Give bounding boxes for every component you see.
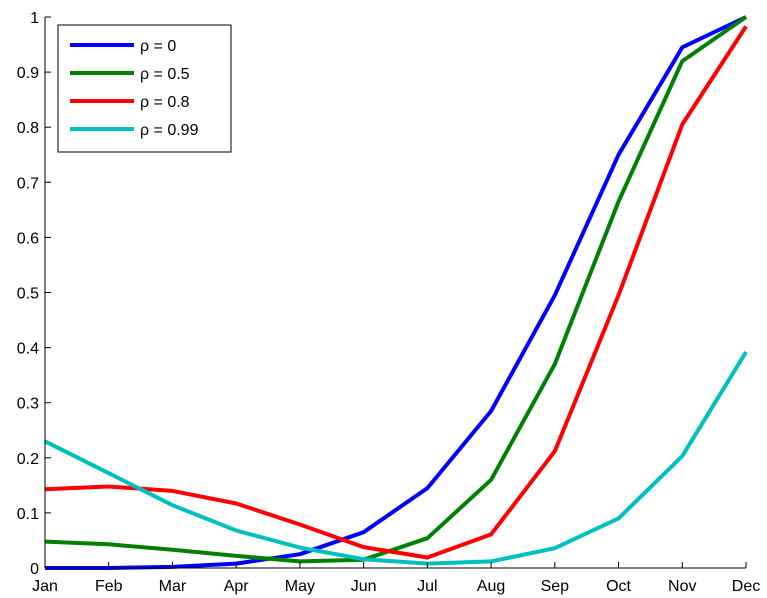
x-tick-label: Mar [159, 578, 187, 595]
x-tick-label: Dec [732, 578, 760, 595]
series-line-3 [44, 350, 748, 566]
y-tick-label: 1 [30, 10, 39, 27]
x-tick-label: Feb [95, 578, 123, 595]
y-tick-label: 0.3 [17, 396, 39, 413]
y-tick-label: 0.7 [17, 175, 39, 192]
legend: ρ = 0 ρ = 0.5 ρ = 0.8 ρ = 0.99 [57, 24, 232, 153]
axes: 0 0.1 0.2 0.3 0.4 0.5 0.6 0.7 0.8 0.9 1 Jan Feb Mar Ap… [17, 10, 760, 595]
legend-label-3: ρ = 0.99 [140, 122, 199, 139]
legend-label-0: ρ = 0 [140, 38, 176, 55]
x-tick-label: Jun [351, 578, 377, 595]
series-line-0 [45, 15, 747, 570]
y-tick-label: 0.9 [17, 65, 39, 82]
legend-label-1: ρ = 0.5 [140, 66, 190, 83]
y-tick-label: 0.5 [17, 286, 39, 303]
y-tick-label: 0.1 [17, 506, 39, 523]
y-tick-label: 0.8 [17, 120, 39, 137]
legend-label-2: ρ = 0.8 [140, 94, 190, 111]
series-line-1 [44, 15, 748, 564]
x-tick-label: Sep [541, 578, 570, 595]
series-line-2 [44, 25, 748, 560]
y-tick-label: 0.6 [17, 230, 39, 247]
x-tick-label: Jul [417, 578, 437, 595]
series-lines [44, 15, 748, 570]
y-tick-label: 0.2 [17, 451, 39, 468]
y-tick-label: 0 [30, 561, 39, 578]
x-tick-label: Jan [32, 578, 58, 595]
x-tick-label: Nov [668, 578, 696, 595]
x-tick-label: Aug [477, 578, 505, 595]
x-tick-label: Oct [606, 578, 631, 595]
x-tick-label: May [285, 578, 315, 595]
x-tick-label: Apr [224, 578, 250, 595]
y-tick-label: 0.4 [17, 341, 39, 358]
